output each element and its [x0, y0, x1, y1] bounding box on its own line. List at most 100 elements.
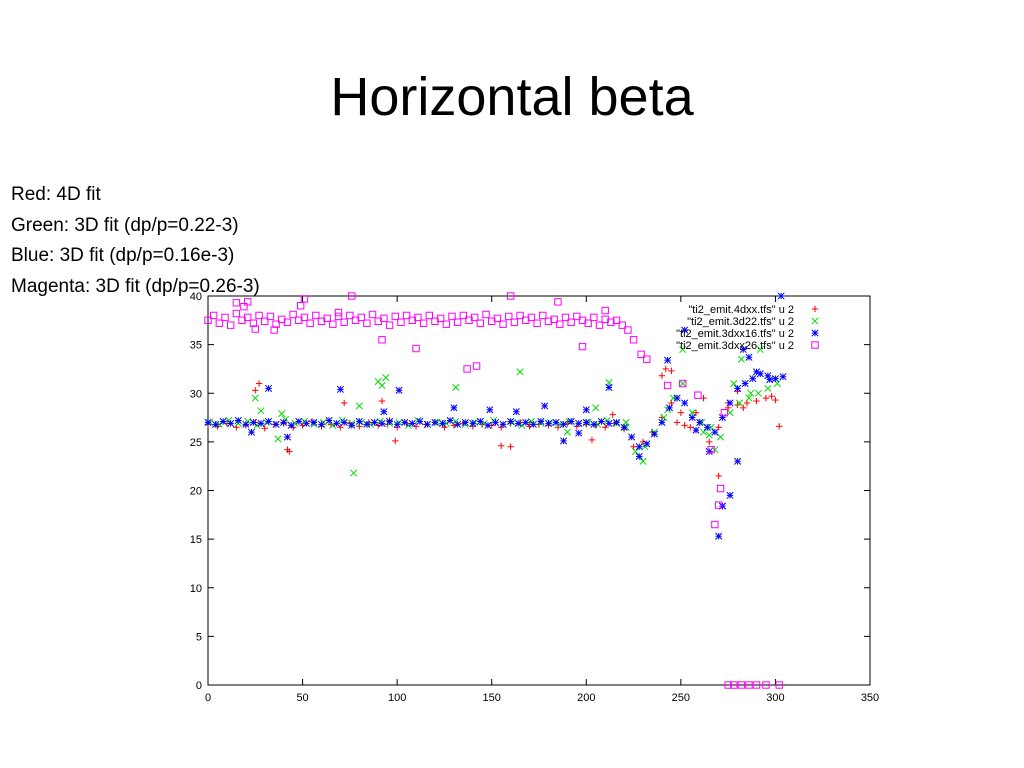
- data-point: [516, 368, 524, 376]
- marker-stroke: [567, 417, 575, 426]
- data-point: [607, 318, 615, 326]
- data-point: [602, 424, 609, 431]
- data-point: [705, 448, 713, 456]
- data-point: [484, 421, 492, 429]
- data-point: [219, 417, 227, 426]
- marker-stroke: [454, 420, 462, 428]
- marker-stroke: [274, 435, 282, 443]
- marker-stroke: [378, 336, 386, 344]
- marker-stroke: [355, 402, 363, 410]
- data-point: [512, 408, 520, 416]
- marker-stroke: [775, 681, 783, 689]
- data-point: [459, 311, 468, 320]
- marker-stroke: [516, 311, 524, 320]
- data-point: [745, 353, 753, 361]
- data-point: [378, 336, 386, 344]
- marker-stroke: [395, 386, 403, 394]
- marker-stroke: [764, 384, 772, 392]
- marker-stroke: [527, 417, 535, 426]
- marker-stroke: [766, 376, 774, 384]
- y-tick-label: 5: [196, 631, 202, 643]
- marker-stroke: [300, 313, 309, 322]
- data-point: [204, 418, 212, 426]
- data-point: [340, 418, 348, 426]
- data-point: [711, 520, 719, 529]
- data-point: [397, 318, 405, 326]
- data-point: [497, 442, 505, 449]
- marker-stroke: [270, 326, 278, 334]
- legend-marker: [811, 317, 819, 325]
- data-point: [204, 316, 212, 325]
- data-point: [226, 321, 235, 329]
- marker-stroke: [221, 313, 229, 322]
- data-point: [300, 295, 309, 303]
- marker-stroke: [484, 421, 492, 429]
- y-tick-label: 35: [190, 340, 202, 352]
- data-point: [700, 428, 708, 436]
- y-tick-label: 15: [190, 534, 202, 546]
- marker-stroke: [578, 342, 587, 351]
- legend-marker: [811, 341, 819, 349]
- marker-stroke: [340, 318, 348, 326]
- marker-stroke: [310, 418, 318, 426]
- data-point: [605, 383, 613, 391]
- marker-stroke: [631, 448, 640, 456]
- marker-stroke: [747, 389, 755, 397]
- data-point: [747, 389, 755, 397]
- marker-stroke: [397, 318, 405, 326]
- marker-stroke: [650, 430, 658, 438]
- data-point: [737, 681, 746, 689]
- marker-stroke: [419, 319, 428, 327]
- marker-stroke: [764, 372, 772, 380]
- data-point: [378, 419, 386, 427]
- data-point: [749, 375, 757, 383]
- marker-stroke: [745, 681, 753, 689]
- data-point: [677, 409, 685, 416]
- data-point: [329, 320, 337, 328]
- data-point: [726, 491, 734, 499]
- data-point: [560, 437, 568, 445]
- data-point: [658, 418, 666, 426]
- marker-stroke: [507, 417, 515, 426]
- data-point: [414, 313, 422, 322]
- data-point: [337, 424, 344, 431]
- marker-stroke: [251, 325, 259, 333]
- data-point: [764, 384, 772, 392]
- data-point: [247, 428, 256, 436]
- data-point: [544, 419, 553, 427]
- marker-stroke: [510, 318, 519, 326]
- marker-stroke: [544, 317, 553, 325]
- data-point: [665, 404, 674, 412]
- data-point: [612, 316, 621, 325]
- data-point: [340, 399, 348, 407]
- marker-stroke: [779, 373, 787, 381]
- marker-stroke: [348, 421, 356, 429]
- marker-stroke: [312, 311, 320, 320]
- data-point: [527, 313, 536, 322]
- data-point: [336, 385, 344, 393]
- marker-stroke: [242, 420, 250, 428]
- data-point: [628, 433, 636, 441]
- marker-stroke: [499, 320, 507, 328]
- data-point: [609, 411, 616, 418]
- data-point: [605, 419, 613, 427]
- marker-stroke: [482, 310, 490, 319]
- data-point: [552, 418, 560, 426]
- data-point: [582, 406, 590, 414]
- marker-stroke: [628, 433, 636, 441]
- data-point: [476, 417, 484, 426]
- marker-stroke: [735, 399, 744, 407]
- marker-stroke: [537, 417, 545, 426]
- data-point: [436, 314, 445, 323]
- data-point: [772, 396, 779, 404]
- marker-stroke: [575, 429, 583, 437]
- marker-stroke: [635, 452, 643, 461]
- data-point: [408, 419, 416, 427]
- data-point: [561, 313, 570, 322]
- marker-stroke: [264, 384, 273, 392]
- marker-stroke: [612, 316, 621, 325]
- data-point: [687, 424, 694, 431]
- data-point: [775, 681, 783, 689]
- data-point: [416, 417, 424, 426]
- marker-stroke: [637, 350, 645, 359]
